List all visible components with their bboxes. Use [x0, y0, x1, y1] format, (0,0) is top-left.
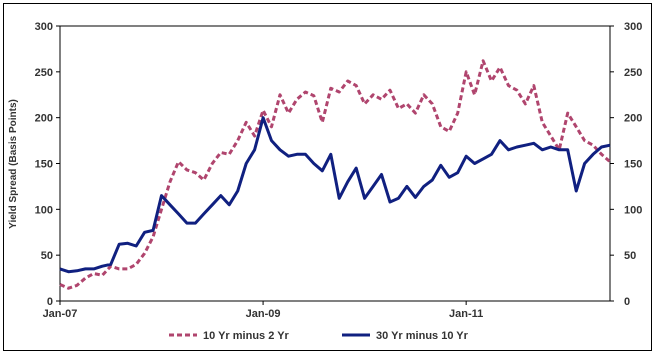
right-y-tick-label: 50	[624, 250, 636, 262]
right-y-tick-label: 250	[624, 67, 642, 79]
series-layer	[59, 59, 611, 290]
legend: 10 Yr minus 2 Yr 30 Yr minus 10 Yr	[169, 330, 469, 342]
chart-frame: 0 50 100 150 200 250 300 0 50 100 150 200 250 300 Ja…	[3, 3, 652, 351]
left-y-tick-label: 150	[35, 159, 53, 171]
x-tick-label: Jan-11	[449, 308, 483, 320]
left-y-tick-label: 50	[41, 250, 53, 262]
legend-label: 30 Yr minus 10 Yr	[376, 330, 469, 342]
left-y-tick-label: 250	[35, 67, 53, 79]
right-y-tick-label: 200	[624, 113, 642, 125]
x-axis: Jan-07 Jan-09 Jan-11	[43, 301, 483, 320]
series-line-thirty-minus-ten	[59, 116, 611, 274]
left-y-axis: 0 50 100 150 200 250 300	[35, 21, 60, 308]
right-y-tick-label: 150	[624, 159, 642, 171]
x-tick-label: Jan-09	[246, 308, 281, 320]
right-y-tick-label: 100	[624, 204, 642, 216]
legend-label: 10 Yr minus 2 Yr	[203, 330, 290, 342]
x-tick-label: Jan-07	[43, 308, 78, 320]
left-y-tick-label: 200	[35, 113, 53, 125]
right-y-tick-label: 0	[624, 296, 630, 308]
yield-spread-chart: 0 50 100 150 200 250 300 0 50 100 150 200 250 300 Ja…	[8, 21, 642, 342]
series-line-ten-minus-two	[59, 59, 611, 290]
plot-area-border	[59, 25, 611, 302]
left-y-tick-label: 0	[47, 296, 53, 308]
right-y-axis: 0 50 100 150 200 250 300	[610, 21, 642, 308]
left-y-tick-label: 300	[35, 21, 53, 33]
left-y-tick-label: 100	[35, 204, 53, 216]
y-axis-title: Yield Spread (Basis Points)	[8, 99, 19, 229]
right-y-tick-label: 300	[624, 21, 642, 33]
